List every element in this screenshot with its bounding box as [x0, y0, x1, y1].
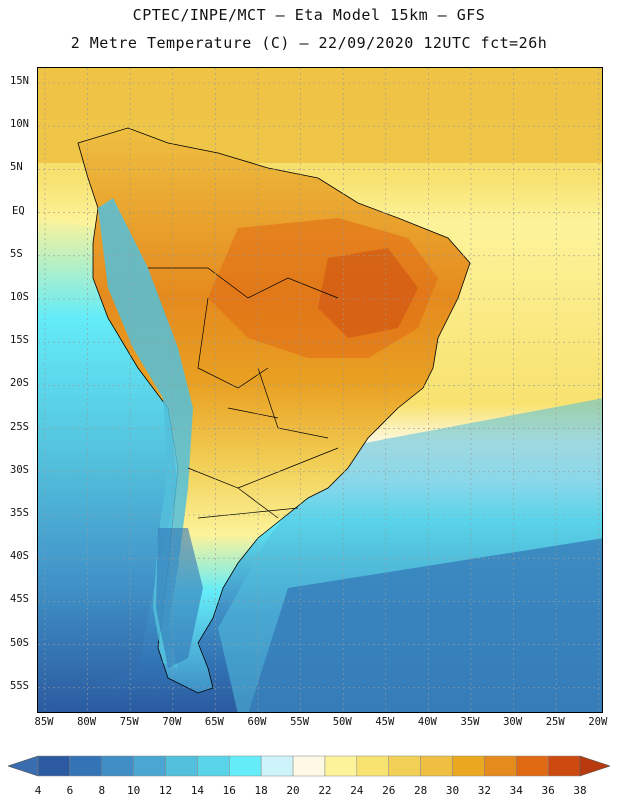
latitude-label: 15N: [10, 75, 29, 87]
longitude-label: 60W: [247, 716, 267, 728]
latitude-label: 10N: [10, 118, 29, 131]
colorbar-swatch: [197, 755, 230, 777]
longitude-label: 20W: [588, 716, 608, 728]
longitude-label: 35W: [460, 716, 480, 728]
colorbar-label: 20: [286, 784, 300, 797]
colorbar-label: 26: [382, 784, 396, 797]
longitude-label: 75W: [119, 716, 139, 728]
colorbar-swatch: [260, 755, 294, 777]
colorbar-label: 16: [222, 784, 236, 797]
colorbar-swatch: [547, 755, 581, 777]
longitude-label: 30W: [503, 716, 523, 728]
colorbar-label: 28: [413, 784, 428, 797]
temperature-map: [38, 68, 602, 712]
colorbar-swatch: [324, 755, 358, 777]
latitude-label: 35S: [10, 507, 29, 519]
longitude-label: 70W: [162, 716, 182, 728]
longitude-label: 80W: [77, 716, 97, 728]
latitude-label: 50S: [10, 636, 29, 649]
colorbar-swatch: [356, 755, 389, 777]
latitude-label: 20S: [10, 377, 29, 390]
latitude-label: 45S: [10, 593, 29, 606]
colorbar-label: 38: [573, 784, 587, 797]
longitude-label: 50W: [332, 716, 352, 728]
colorbar-label: 4: [34, 784, 42, 797]
colorbar-swatch: [484, 755, 517, 777]
longitude-label: 55W: [290, 716, 310, 728]
colorbar-swatch: [452, 755, 485, 777]
latitude-label: 25S: [10, 420, 29, 433]
map-frame: [37, 67, 603, 713]
map-title-line1: CPTEC/INPE/MCT – Eta Model 15km – GFS: [132, 6, 486, 24]
colorbar-label: 34: [509, 784, 523, 797]
colorbar-swatch: [420, 755, 453, 777]
latitude-label: 10S: [10, 291, 29, 303]
latitude-label: 55S: [10, 679, 29, 692]
colorbar-label: 24: [350, 784, 364, 797]
colorbar-swatch: [229, 755, 262, 777]
colorbar-swatch: [101, 755, 134, 777]
longitude-label: 65W: [204, 716, 224, 728]
colorbar-label: 8: [98, 784, 106, 797]
colorbar-label: 32: [477, 784, 491, 797]
colorbar-label: 12: [158, 784, 173, 797]
temperature-colorbar: [8, 755, 610, 777]
colorbar-label: 6: [66, 784, 74, 797]
colorbar-swatch: [292, 755, 326, 777]
longitude-label: 25W: [545, 716, 565, 728]
longitude-label: 45W: [375, 716, 395, 728]
latitude-label: EQ: [12, 204, 25, 217]
colorbar-swatch: [37, 755, 71, 777]
colorbar-swatch: [69, 755, 103, 777]
longitude-label: 40W: [417, 716, 437, 728]
colorbar-swatch: [133, 755, 166, 777]
latitude-label: 5S: [10, 247, 23, 260]
colorbar-label: 36: [541, 784, 555, 797]
latitude-label: 5N: [10, 161, 23, 174]
latitude-label: 15S: [10, 334, 29, 347]
colorbar-label: 14: [190, 784, 205, 797]
colorbar-swatch: [515, 755, 549, 777]
colorbar-swatch: [388, 755, 421, 777]
colorbar-right-cap: [579, 755, 610, 777]
map-title-line2: 2 Metre Temperature (C) – 22/09/2020 12U…: [70, 34, 548, 52]
latitude-label: 30S: [10, 463, 29, 476]
colorbar-swatch: [165, 755, 198, 777]
colorbar-label: 22: [318, 784, 332, 797]
colorbar-label: 10: [127, 784, 141, 797]
latitude-label: 40S: [10, 550, 29, 563]
colorbar-left-cap: [8, 755, 39, 777]
colorbar-label: 18: [254, 784, 268, 797]
longitude-label: 85W: [34, 716, 54, 728]
colorbar-label: 30: [445, 784, 460, 797]
